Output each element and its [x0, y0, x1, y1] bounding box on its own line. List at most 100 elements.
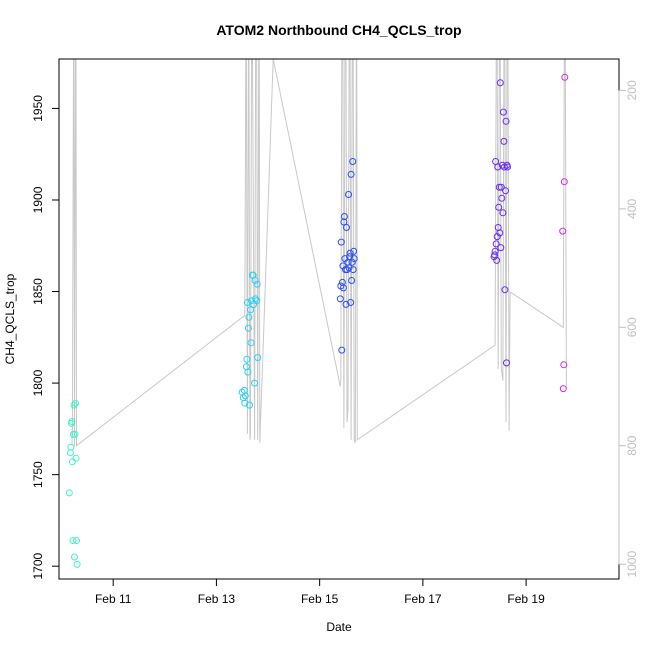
y2-tick-label: 1000 [625, 551, 639, 578]
data-point [69, 537, 77, 544]
data-point [501, 286, 509, 294]
data-point [349, 266, 357, 274]
x-tick-label: Feb 13 [198, 592, 236, 606]
data-point [492, 240, 500, 248]
data-point [561, 73, 569, 81]
y2-tick-label: 800 [625, 435, 639, 455]
data-point [500, 137, 508, 145]
data-point [241, 399, 249, 407]
data-point [336, 295, 344, 303]
series-5 [559, 73, 569, 393]
data-point [493, 256, 501, 264]
y-tick-label: 1800 [31, 369, 45, 396]
x-tick-label: Feb 19 [507, 592, 545, 606]
data-point [560, 178, 568, 186]
data-point [349, 158, 357, 165]
data-point [244, 324, 252, 332]
series-1 [65, 399, 81, 568]
data-point [560, 361, 568, 369]
data-point [251, 379, 259, 387]
data-point [71, 553, 78, 561]
data-point [70, 401, 78, 409]
data-point [68, 458, 76, 466]
data-point [504, 163, 511, 171]
data-point [348, 277, 356, 284]
data-point [345, 191, 352, 198]
data-point [67, 443, 75, 451]
y-axis: 1700 1750 1800 1850 1900 1950 [31, 95, 60, 580]
y-tick-label: 1700 [31, 553, 45, 580]
data-point [494, 163, 502, 171]
data-point [252, 295, 260, 303]
data-point [241, 392, 249, 400]
y-tick-label: 1850 [31, 278, 45, 305]
data-point [491, 247, 499, 255]
data-point [348, 258, 356, 266]
x-tick-label: Feb 17 [404, 592, 442, 606]
data-point [338, 346, 346, 354]
data-point [68, 418, 76, 425]
data-point [254, 354, 262, 361]
chart-title: ATOM2 Northbound CH4_QCLS_trop [216, 22, 461, 38]
data-point [243, 299, 251, 306]
data-point [498, 194, 506, 202]
data-point [496, 79, 504, 87]
data-point [73, 537, 80, 544]
x-axis: Feb 11 Feb 13 Feb 15 Feb 17 Feb 19 [95, 578, 545, 606]
data-point [339, 284, 347, 292]
data-point [495, 183, 503, 191]
data-point [72, 454, 80, 462]
data-point [244, 368, 252, 376]
data-point [245, 313, 253, 321]
data-point [497, 183, 505, 191]
data-point [346, 253, 354, 261]
data-point [499, 209, 507, 217]
data-point [253, 280, 261, 288]
data-point [340, 213, 348, 220]
x-axis-label: Date [326, 620, 352, 634]
data-point [350, 247, 358, 255]
y-axis-label: CH4_QCLS_trop [3, 273, 17, 364]
data-point [65, 489, 73, 497]
y2-axis: 200 400 600 800 1000 [618, 80, 639, 578]
data-point [247, 339, 255, 347]
data-point [243, 355, 251, 363]
data-point [248, 297, 255, 305]
data-point [347, 170, 355, 178]
data-point [499, 108, 507, 116]
data-point [72, 399, 79, 407]
data-point [343, 224, 350, 231]
data-point [73, 560, 81, 568]
series-2 [238, 271, 262, 409]
x-tick-label: Feb 11 [95, 592, 132, 606]
data-point [496, 229, 504, 237]
y2-tick-label: 200 [625, 80, 639, 100]
data-points-layer [65, 73, 569, 568]
data-point [253, 297, 261, 305]
data-point [247, 306, 254, 314]
data-point [497, 244, 505, 252]
data-point [246, 401, 253, 409]
series-3 [336, 158, 358, 354]
data-point [251, 277, 259, 284]
series-4 [490, 79, 511, 367]
y-tick-label: 1950 [31, 95, 45, 122]
data-point [350, 255, 358, 263]
plot-frame [58, 58, 620, 580]
data-point [337, 238, 345, 246]
data-point [345, 264, 353, 272]
data-point [502, 117, 510, 125]
data-point [495, 203, 503, 211]
data-point [559, 227, 567, 235]
data-point [346, 249, 354, 257]
data-point [71, 430, 79, 438]
y2-tick-label: 400 [625, 199, 639, 219]
data-point [559, 385, 567, 393]
data-point [347, 299, 355, 306]
y2-tick-label: 600 [625, 317, 639, 337]
data-point [342, 300, 350, 308]
data-point [502, 187, 509, 195]
y-tick-label: 1750 [31, 461, 45, 488]
x-tick-label: Feb 15 [301, 592, 339, 606]
